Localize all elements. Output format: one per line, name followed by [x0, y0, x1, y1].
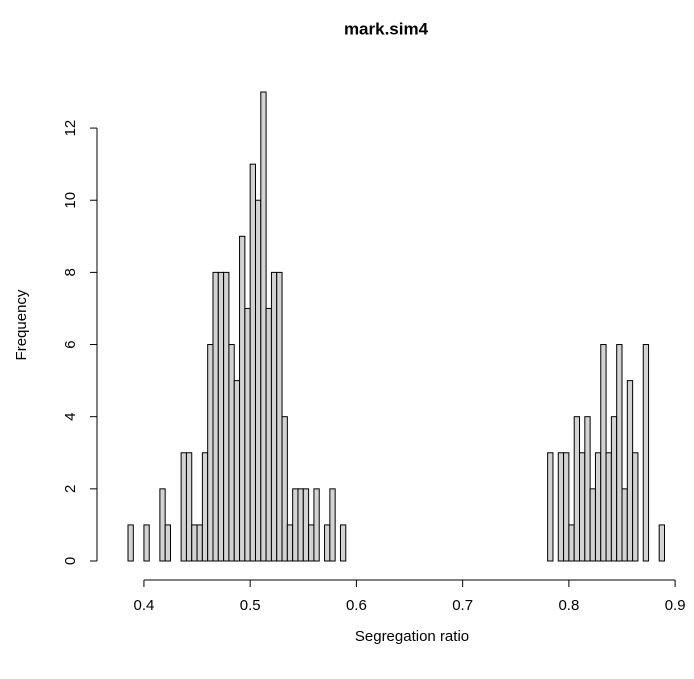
y-tick-label: 10 — [62, 192, 79, 209]
bar — [557, 452, 565, 562]
bar — [265, 307, 272, 562]
bar — [254, 199, 262, 562]
bar — [600, 344, 607, 562]
y-axis-label: Frequency — [13, 289, 30, 360]
bar — [286, 524, 294, 562]
bar — [270, 271, 278, 562]
y-tick-label: 12 — [62, 120, 79, 137]
bar — [302, 488, 310, 562]
bar — [308, 524, 315, 562]
bar — [207, 344, 214, 562]
bar — [297, 488, 304, 562]
bar — [339, 524, 347, 562]
bar — [196, 524, 203, 562]
y-tick-label: 0 — [62, 557, 79, 565]
x-tick-label: 0.5 — [240, 597, 261, 614]
bar — [281, 416, 288, 562]
x-tick-label: 0.8 — [558, 597, 579, 614]
bar — [616, 344, 623, 562]
bar — [239, 235, 246, 562]
bar — [632, 452, 639, 562]
y-tick-label: 8 — [62, 268, 79, 276]
x-tick-label: 0.6 — [346, 597, 367, 614]
bar — [642, 344, 650, 562]
bar — [212, 271, 219, 562]
bar — [579, 452, 586, 562]
bar — [191, 524, 198, 562]
bar — [244, 307, 251, 562]
bar — [329, 488, 336, 562]
bar — [164, 524, 171, 562]
bar — [605, 452, 612, 562]
bar — [610, 416, 618, 562]
x-tick-label: 0.7 — [452, 597, 473, 614]
bar — [276, 271, 283, 562]
bar — [313, 488, 320, 562]
y-tick-label: 6 — [62, 340, 79, 348]
bar — [228, 344, 235, 562]
bar — [658, 524, 665, 562]
x-tick-label: 0.9 — [665, 597, 686, 614]
bar — [201, 452, 209, 562]
bar — [324, 524, 331, 562]
bar — [573, 416, 581, 562]
bar — [292, 488, 299, 562]
y-tick-label: 4 — [62, 413, 79, 421]
bar — [563, 452, 570, 562]
bar — [568, 524, 575, 562]
x-axis-label: Segregation ratio — [355, 628, 469, 645]
chart-title: mark.sim4 — [344, 19, 429, 38]
bar — [594, 452, 602, 562]
bar — [249, 163, 256, 562]
x-tick-label: 0.4 — [134, 597, 155, 614]
bar — [159, 488, 166, 562]
bar — [589, 488, 596, 562]
y-tick-label: 2 — [62, 485, 79, 493]
bar — [223, 271, 230, 562]
bar — [626, 380, 634, 562]
bar — [547, 452, 554, 562]
bar — [260, 91, 267, 562]
bar — [217, 271, 225, 562]
bar — [185, 452, 193, 562]
bar — [621, 488, 628, 562]
bar — [180, 452, 187, 562]
bar — [584, 416, 591, 562]
bar — [127, 524, 134, 562]
bar — [143, 524, 150, 562]
bar — [233, 380, 241, 562]
